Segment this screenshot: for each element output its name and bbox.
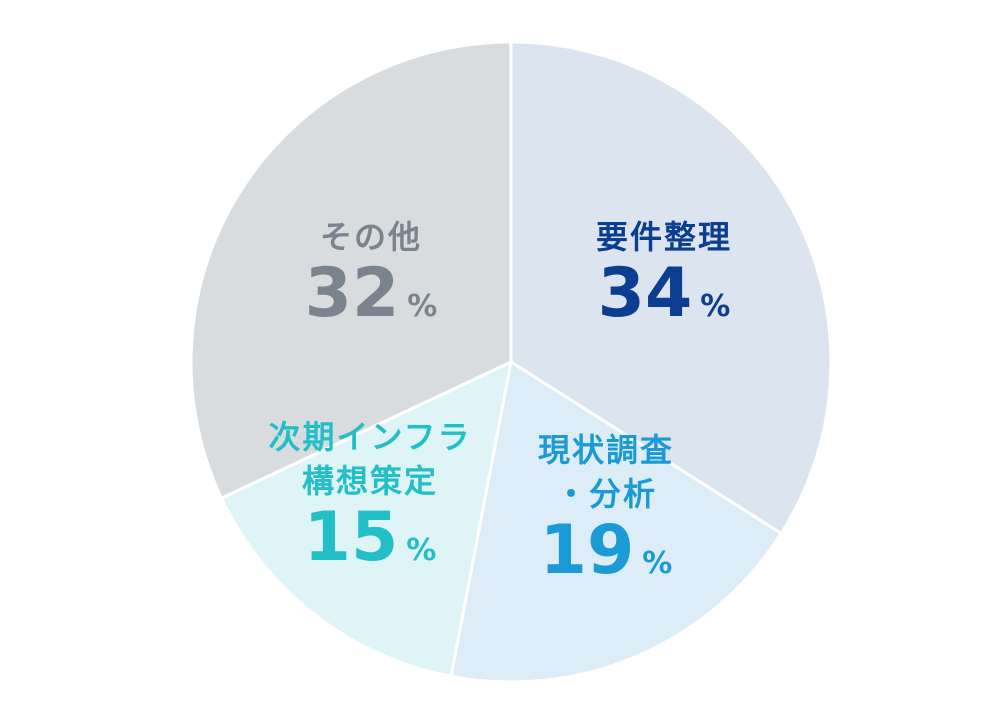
slice-value-3: 15% [304, 498, 437, 577]
slice-value-number-3: 15 [304, 498, 399, 577]
slice-value-unit-3: % [406, 533, 436, 568]
slice-value-number-1: 34 [598, 254, 693, 333]
slice-value-1: 34% [598, 254, 731, 333]
slice-label-2-line-1: 現状調査 [538, 431, 674, 469]
slice-value-unit-4: % [407, 289, 437, 324]
slice-label-3-line-2: 構想策定 [302, 462, 438, 500]
slice-label-3-line-1: 次期インフラ [268, 418, 471, 456]
slice-value-unit-2: % [642, 546, 672, 581]
slice-value-number-2: 19 [540, 511, 635, 590]
pie-slices [189, 40, 833, 684]
pie-slice-3 [219, 359, 514, 679]
slice-label-4-line-1: その他 [320, 218, 422, 256]
slice-value-4: 32% [305, 254, 438, 333]
slice-label-1-line-1: 要件整理 [596, 218, 732, 256]
slice-label-2-line-2: ・分析 [555, 475, 657, 513]
pie-slice-1 [509, 40, 833, 536]
pie-slice-4 [189, 40, 513, 501]
pie-slice-2 [449, 359, 784, 684]
slice-value-2: 19% [540, 511, 673, 590]
slice-value-unit-1: % [700, 289, 730, 324]
slice-value-number-4: 32 [305, 254, 400, 333]
